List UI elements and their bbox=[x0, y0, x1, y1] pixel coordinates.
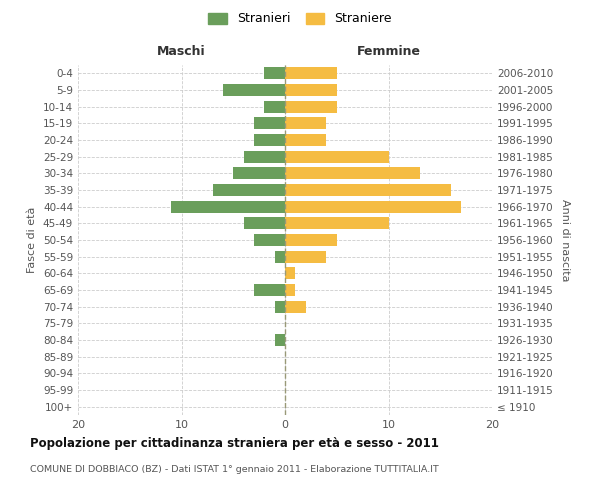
Bar bbox=[244, 150, 285, 162]
Y-axis label: Fasce di età: Fasce di età bbox=[28, 207, 37, 273]
Bar bbox=[275, 300, 285, 312]
Bar bbox=[285, 134, 326, 146]
Bar bbox=[254, 284, 285, 296]
Bar bbox=[285, 234, 337, 246]
Text: Femmine: Femmine bbox=[356, 45, 421, 58]
Bar bbox=[285, 218, 389, 230]
Bar bbox=[285, 168, 419, 179]
Bar bbox=[265, 68, 285, 80]
Bar bbox=[285, 84, 337, 96]
Bar bbox=[171, 200, 285, 212]
Bar bbox=[285, 284, 295, 296]
Bar bbox=[285, 68, 337, 80]
Bar bbox=[285, 250, 326, 262]
Text: COMUNE DI DOBBIACO (BZ) - Dati ISTAT 1° gennaio 2011 - Elaborazione TUTTITALIA.I: COMUNE DI DOBBIACO (BZ) - Dati ISTAT 1° … bbox=[30, 466, 439, 474]
Bar bbox=[285, 268, 295, 280]
Bar bbox=[254, 134, 285, 146]
Bar bbox=[285, 200, 461, 212]
Text: Maschi: Maschi bbox=[157, 45, 206, 58]
Legend: Stranieri, Straniere: Stranieri, Straniere bbox=[205, 8, 395, 29]
Bar bbox=[275, 334, 285, 346]
Bar bbox=[223, 84, 285, 96]
Bar bbox=[285, 100, 337, 112]
Bar bbox=[285, 150, 389, 162]
Bar bbox=[285, 300, 306, 312]
Bar bbox=[285, 184, 451, 196]
Bar bbox=[265, 100, 285, 112]
Bar bbox=[275, 250, 285, 262]
Text: Popolazione per cittadinanza straniera per età e sesso - 2011: Popolazione per cittadinanza straniera p… bbox=[30, 438, 439, 450]
Bar bbox=[285, 118, 326, 130]
Y-axis label: Anni di nascita: Anni di nascita bbox=[560, 198, 570, 281]
Bar bbox=[212, 184, 285, 196]
Bar bbox=[233, 168, 285, 179]
Bar bbox=[254, 234, 285, 246]
Bar bbox=[244, 218, 285, 230]
Bar bbox=[254, 118, 285, 130]
